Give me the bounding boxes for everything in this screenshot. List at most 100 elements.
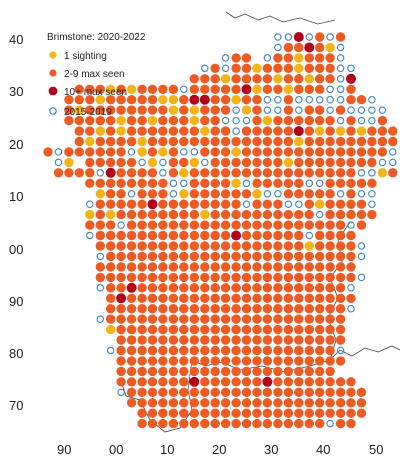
record-dot-1-sighting bbox=[85, 209, 95, 220]
record-dot-2-9-max-seen bbox=[220, 241, 231, 251]
record-dot-1-sighting bbox=[356, 126, 367, 136]
record-dot-2-9-max-seen bbox=[283, 53, 294, 63]
record-dot-2-9-max-seen bbox=[95, 272, 106, 283]
record-dot-2-9-max-seen bbox=[158, 189, 168, 199]
record-dot-2-9-max-seen bbox=[168, 168, 179, 178]
record-dot-2-9-max-seen bbox=[95, 105, 106, 115]
record-dot-2-9-max-seen bbox=[116, 168, 126, 178]
record-dot-2-9-max-seen bbox=[273, 304, 283, 314]
record-dot-2-9-max-seen bbox=[189, 241, 199, 251]
record-dot-2-9-max-seen bbox=[273, 209, 283, 220]
record-dot-2-9-max-seen bbox=[294, 251, 304, 262]
record-dot-2-9-max-seen bbox=[346, 418, 356, 429]
record-dot-2-9-max-seen bbox=[252, 95, 262, 105]
record-dot-2-9-max-seen bbox=[335, 387, 346, 397]
record-dot-2-9-max-seen bbox=[189, 220, 199, 230]
record-dot-2-9-max-seen bbox=[356, 387, 367, 397]
record-dot-2-9-max-seen bbox=[43, 147, 53, 157]
record-dot-2-9-max-seen bbox=[273, 345, 283, 356]
record-dot-2-9-max-seen bbox=[304, 377, 314, 387]
record-dot-2-9-max-seen bbox=[147, 304, 158, 314]
legend-label-10-plus-max-seen: 10+ max seen bbox=[64, 87, 127, 98]
record-dot-2-9-max-seen bbox=[273, 136, 283, 147]
record-dot-2015-2019 bbox=[169, 190, 178, 198]
record-dot-2015-2019 bbox=[326, 95, 334, 104]
record-dot-2-9-max-seen bbox=[252, 377, 262, 387]
record-dot-2-9-max-seen bbox=[283, 387, 294, 397]
record-dot-2-9-max-seen bbox=[304, 136, 314, 147]
record-dot-2-9-max-seen bbox=[168, 115, 179, 126]
record-dot-2-9-max-seen bbox=[116, 314, 126, 324]
record-dot-2-9-max-seen bbox=[335, 147, 346, 157]
record-dot-2-9-max-seen bbox=[262, 178, 273, 188]
record-dot-2-9-max-seen bbox=[147, 105, 158, 115]
record-dot-2-9-max-seen bbox=[304, 84, 314, 95]
record-dot-2-9-max-seen bbox=[168, 209, 179, 220]
record-dot-2-9-max-seen bbox=[262, 262, 273, 272]
record-dot-2-9-max-seen bbox=[137, 199, 147, 209]
record-dot-2-9-max-seen bbox=[116, 335, 126, 345]
record-dot-2-9-max-seen bbox=[147, 262, 158, 272]
record-dot-2-9-max-seen bbox=[315, 251, 325, 262]
record-dot-2015-2019 bbox=[347, 221, 355, 229]
record-dot-2-9-max-seen bbox=[168, 262, 179, 272]
record-dot-2-9-max-seen bbox=[304, 220, 314, 230]
record-dot-2015-2019 bbox=[127, 190, 136, 198]
record-dot-2-9-max-seen bbox=[137, 230, 147, 241]
record-dot-2-9-max-seen bbox=[95, 199, 106, 209]
record-dot-1-sighting bbox=[273, 74, 283, 84]
record-dot-2-9-max-seen bbox=[262, 408, 273, 418]
record-dot-2-9-max-seen bbox=[126, 293, 137, 303]
record-dot-2-9-max-seen bbox=[158, 251, 168, 262]
record-dot-2-9-max-seen bbox=[220, 136, 231, 147]
record-dot-2-9-max-seen bbox=[241, 220, 252, 230]
record-dot-2-9-max-seen bbox=[189, 189, 199, 199]
record-dot-2-9-max-seen bbox=[158, 356, 168, 366]
legend-label-2015-2019: 2015-2019 bbox=[64, 107, 112, 118]
record-dot-2-9-max-seen bbox=[356, 136, 367, 147]
record-dot-2-9-max-seen bbox=[252, 345, 262, 356]
record-dot-2-9-max-seen bbox=[315, 230, 325, 241]
record-dot-1-sighting bbox=[95, 95, 106, 105]
record-dot-2-9-max-seen bbox=[294, 314, 304, 324]
record-dot-2-9-max-seen bbox=[262, 324, 273, 335]
record-dot-2-9-max-seen bbox=[315, 262, 325, 272]
record-dot-2-9-max-seen bbox=[252, 230, 262, 241]
record-dot-2-9-max-seen bbox=[220, 324, 231, 335]
record-dot-2-9-max-seen bbox=[294, 178, 304, 188]
record-dot-2-9-max-seen bbox=[126, 95, 137, 105]
record-dot-2-9-max-seen bbox=[262, 251, 273, 262]
record-dot-2-9-max-seen bbox=[262, 293, 273, 303]
record-dot-2-9-max-seen bbox=[200, 147, 210, 157]
record-dot-2-9-max-seen bbox=[315, 42, 325, 53]
record-dot-2-9-max-seen bbox=[116, 147, 126, 157]
record-dot-2-9-max-seen bbox=[200, 220, 210, 230]
record-dot-2-9-max-seen bbox=[137, 283, 147, 293]
record-dot-2-9-max-seen bbox=[283, 377, 294, 387]
record-dot-2-9-max-seen bbox=[210, 209, 220, 220]
record-dot-2-9-max-seen bbox=[147, 95, 158, 105]
record-dot-2015-2019 bbox=[389, 158, 397, 167]
record-dot-2-9-max-seen bbox=[356, 157, 367, 168]
record-dot-2-9-max-seen bbox=[241, 314, 252, 324]
record-dot-2-9-max-seen bbox=[325, 345, 335, 356]
x-tick-label: 90 bbox=[57, 442, 71, 457]
record-dot-2-9-max-seen bbox=[325, 126, 335, 136]
record-dot-2015-2019 bbox=[368, 116, 376, 125]
record-dot-2-9-max-seen bbox=[304, 262, 314, 272]
record-dot-2-9-max-seen bbox=[106, 157, 116, 168]
record-dot-2-9-max-seen bbox=[252, 314, 262, 324]
record-dot-2-9-max-seen bbox=[388, 168, 398, 178]
record-dot-2-9-max-seen bbox=[210, 251, 220, 262]
record-dot-2-9-max-seen bbox=[210, 366, 220, 377]
record-dot-2-9-max-seen bbox=[231, 293, 241, 303]
record-dot-2-9-max-seen bbox=[335, 408, 346, 418]
record-dot-2-9-max-seen bbox=[304, 314, 314, 324]
record-dot-2-9-max-seen bbox=[262, 136, 273, 147]
record-dot-2-9-max-seen bbox=[210, 147, 220, 157]
record-dot-2-9-max-seen bbox=[346, 293, 356, 303]
record-dot-2-9-max-seen bbox=[147, 335, 158, 345]
record-dot-2-9-max-seen bbox=[346, 126, 356, 136]
record-dot-2-9-max-seen bbox=[294, 220, 304, 230]
record-dot-2-9-max-seen bbox=[179, 408, 189, 418]
